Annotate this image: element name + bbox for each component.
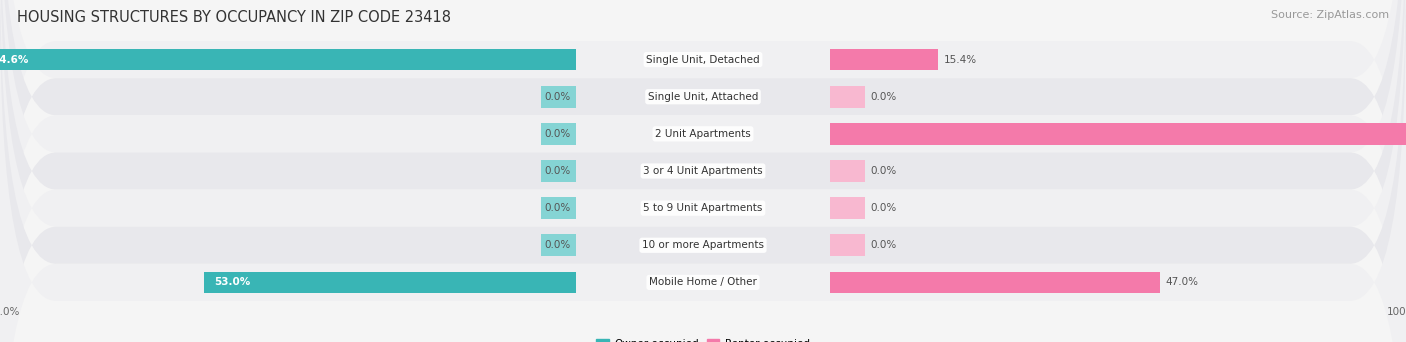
Bar [204,272,576,293]
Bar [541,86,576,107]
Text: 0.0%: 0.0% [544,240,571,250]
Text: 15.4%: 15.4% [943,55,977,65]
Text: 0.0%: 0.0% [544,92,571,102]
Text: 0.0%: 0.0% [544,129,571,139]
Bar [541,123,576,145]
Bar [830,49,938,70]
Bar [830,160,865,182]
Text: 0.0%: 0.0% [870,92,897,102]
Text: 53.0%: 53.0% [214,277,250,287]
Bar [830,197,865,219]
Text: 47.0%: 47.0% [1166,277,1198,287]
Bar [830,235,865,256]
Text: 0.0%: 0.0% [870,166,897,176]
Bar [0,49,576,70]
Text: 2 Unit Apartments: 2 Unit Apartments [655,129,751,139]
Bar [541,235,576,256]
Text: HOUSING STRUCTURES BY OCCUPANCY IN ZIP CODE 23418: HOUSING STRUCTURES BY OCCUPANCY IN ZIP C… [17,10,451,25]
Text: Source: ZipAtlas.com: Source: ZipAtlas.com [1271,10,1389,20]
Bar [830,272,1160,293]
Text: 84.6%: 84.6% [0,55,28,65]
Bar [541,197,576,219]
Text: 0.0%: 0.0% [544,203,571,213]
Text: Single Unit, Attached: Single Unit, Attached [648,92,758,102]
Bar [830,123,1406,145]
Bar [830,86,865,107]
FancyBboxPatch shape [0,4,1406,342]
Text: 10 or more Apartments: 10 or more Apartments [643,240,763,250]
Text: Mobile Home / Other: Mobile Home / Other [650,277,756,287]
Text: Single Unit, Detached: Single Unit, Detached [647,55,759,65]
Text: 0.0%: 0.0% [870,203,897,213]
Text: 0.0%: 0.0% [870,240,897,250]
Text: 0.0%: 0.0% [544,166,571,176]
Bar [541,160,576,182]
Text: 3 or 4 Unit Apartments: 3 or 4 Unit Apartments [643,166,763,176]
Legend: Owner-occupied, Renter-occupied: Owner-occupied, Renter-occupied [592,334,814,342]
Text: 5 to 9 Unit Apartments: 5 to 9 Unit Apartments [644,203,762,213]
